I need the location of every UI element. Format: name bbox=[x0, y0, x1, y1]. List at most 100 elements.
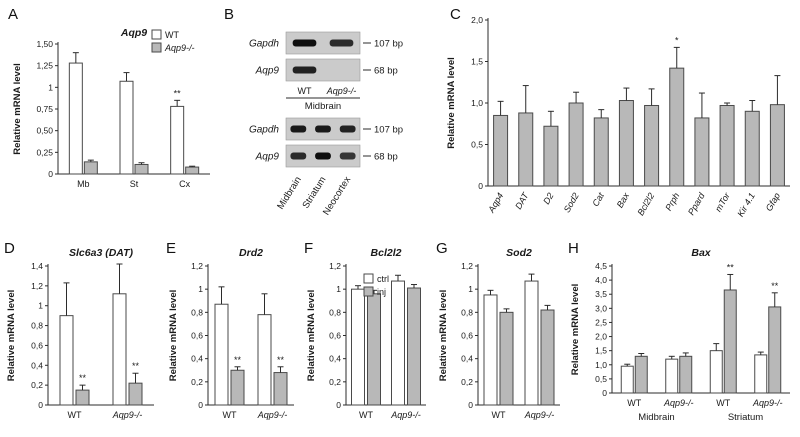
y-tick-label: 0 bbox=[48, 169, 53, 179]
bar-inj-0 bbox=[499, 311, 514, 406]
legend-label: WT bbox=[165, 30, 179, 40]
bar-ctrl-0 bbox=[483, 294, 498, 406]
bar-Aqp9-/--0 bbox=[493, 114, 509, 187]
x-tick-label: Aqp9-/- bbox=[524, 410, 555, 420]
bar-inj-1 bbox=[128, 382, 143, 406]
x-tick-label: mTor bbox=[713, 190, 732, 213]
bar-Aqp9-/--9 bbox=[719, 104, 735, 187]
panel-label-g: G bbox=[436, 240, 448, 257]
bar-Aqp9-/--1 bbox=[134, 163, 149, 175]
y-tick-label: 3,0 bbox=[595, 303, 607, 313]
bar-inj-2 bbox=[723, 289, 737, 394]
chart-title: Aqp9 bbox=[120, 27, 147, 39]
panel-b: B Gapdh 107 bp Aqp9 68 bp WT Aqp9-/- Midbrain G… bbox=[222, 6, 436, 234]
bar-Aqp9-/--8 bbox=[694, 117, 710, 187]
panel-label-b: B bbox=[224, 6, 235, 23]
y-tick-label: 0,8 bbox=[461, 307, 473, 317]
x-tick-label: Aqp9-/- bbox=[112, 410, 143, 420]
gel-band bbox=[290, 152, 307, 160]
significance-marker: ** bbox=[771, 281, 779, 291]
bar-inj-1 bbox=[407, 287, 421, 406]
y-tick-label: 0,5 bbox=[471, 140, 483, 150]
gel-band bbox=[339, 125, 356, 133]
x-tick-label: Mb bbox=[77, 179, 90, 189]
bar-ctrl-1 bbox=[391, 280, 405, 406]
panel-label-d: D bbox=[4, 240, 15, 257]
gel-box bbox=[285, 31, 361, 55]
panel-label-h: H bbox=[568, 240, 579, 257]
y-tick-label: 2,0 bbox=[595, 332, 607, 342]
panel-c: C 0 0,5 1,0 1,5 2,0 Relative mRNA level * Aqp4 D… bbox=[440, 4, 796, 236]
bar-ctrl-0 bbox=[214, 303, 229, 406]
x-tick-label: Aqp4 bbox=[486, 191, 506, 215]
y-tick-label: 1 bbox=[336, 284, 341, 294]
y-tick-label: 1 bbox=[48, 82, 53, 92]
y-tick-label: 0,50 bbox=[36, 126, 53, 136]
size-label: 107 bp bbox=[374, 39, 403, 50]
gel-band bbox=[329, 39, 354, 47]
y-tick-label: 0,2 bbox=[461, 377, 473, 387]
bar-ctrl-1 bbox=[665, 358, 679, 394]
x-tick-label: WT bbox=[223, 410, 237, 420]
bar-ctrl-3 bbox=[754, 354, 768, 394]
x-tick-label: Aqp9-/- bbox=[390, 410, 421, 420]
x-group-label: Midbrain bbox=[638, 412, 674, 423]
gene-label: Gapdh bbox=[249, 125, 279, 136]
bar-WT-0 bbox=[68, 62, 83, 175]
bar-Aqp9-/--4 bbox=[593, 117, 609, 187]
y-tick-label: 1,5 bbox=[595, 346, 607, 356]
chart-title: Bax bbox=[691, 247, 711, 259]
bar-Aqp9-/--6 bbox=[644, 104, 660, 187]
x-tick-label: Cx bbox=[179, 179, 190, 189]
x-tick-label: Prph bbox=[663, 191, 681, 212]
x-tick-label: Cat bbox=[590, 191, 606, 209]
panel-f: F 0 0,2 0,4 0,6 0,8 1 1,2 Relative mRNA level Bc… bbox=[302, 240, 432, 435]
bar-ctrl-2 bbox=[709, 350, 723, 394]
y-axis-label: Relative mRNA level bbox=[306, 290, 317, 382]
y-tick-label: 0,8 bbox=[191, 307, 203, 317]
panel-a: A 0 0,25 0,50 0,75 1 1,25 1,50 Relative mRNA le… bbox=[6, 6, 218, 206]
bar-inj-0 bbox=[634, 355, 648, 394]
y-tick-label: 2,5 bbox=[595, 317, 607, 327]
y-tick-label: 0,75 bbox=[36, 104, 53, 114]
legend-swatch bbox=[363, 286, 374, 297]
x-tick-label: Ppard bbox=[686, 190, 707, 217]
y-tick-label: 1 bbox=[198, 284, 203, 294]
bar-Aqp9-/--10 bbox=[744, 110, 760, 187]
x-tick-label: WT bbox=[716, 398, 730, 408]
x-tick-label: DAT bbox=[513, 190, 531, 211]
y-tick-label: 0,4 bbox=[191, 354, 203, 364]
x-tick-label: Bax bbox=[615, 191, 632, 210]
bar-inj-1 bbox=[273, 372, 288, 406]
panel-h: H 0 0,5 1,0 1,5 2,0 2,5 3,0 3,5 4,0 4,5 Relative m… bbox=[566, 240, 796, 435]
bar-ctrl-0 bbox=[351, 288, 365, 406]
bar-ctrl-0 bbox=[620, 365, 634, 394]
y-tick-label: 0,25 bbox=[36, 147, 53, 157]
y-tick-label: 0,8 bbox=[329, 307, 341, 317]
chart-bcl2l2-bar: 0 0,2 0,4 0,6 0,8 1 1,2 Relative mRNA level Bcl2… bbox=[306, 247, 426, 420]
panel-e: E 0 0,2 0,4 0,6 0,8 1 1,2 Relative mRNA level Dr… bbox=[164, 240, 300, 435]
y-tick-label: 0,2 bbox=[31, 380, 43, 390]
y-tick-label: 0 bbox=[468, 400, 473, 410]
bar-inj-1 bbox=[540, 309, 555, 406]
y-tick-label: 1,2 bbox=[191, 261, 203, 271]
panel-label-c: C bbox=[450, 6, 461, 23]
legend-swatch bbox=[363, 273, 374, 284]
bar-inj-3 bbox=[768, 306, 782, 394]
x-tick-label: WT bbox=[627, 398, 641, 408]
chart-title: Sod2 bbox=[506, 247, 532, 259]
chart-aqp9-bar: 0 0,25 0,50 0,75 1 1,25 1,50 Relative mRNA leve… bbox=[12, 27, 210, 189]
x-tick-label: Aqp9-/- bbox=[663, 398, 694, 408]
gene-label: Aqp9 bbox=[255, 152, 280, 163]
y-tick-label: 2,0 bbox=[471, 15, 483, 25]
gene-label: Gapdh bbox=[249, 39, 279, 50]
x-tick-label: WT bbox=[359, 410, 373, 420]
y-tick-label: 0,8 bbox=[31, 321, 43, 331]
chart-title: Drd2 bbox=[239, 247, 263, 259]
significance-marker: ** bbox=[132, 361, 140, 371]
lane-label: Aqp9-/- bbox=[326, 86, 357, 96]
panel-label-a: A bbox=[8, 6, 19, 23]
chart-sod2-bar: 0 0,2 0,4 0,6 0,8 1 1,2 Relative mRNA level Sod2… bbox=[438, 247, 560, 420]
x-tick-label: WT bbox=[68, 410, 82, 420]
y-tick-label: 1,0 bbox=[471, 98, 483, 108]
